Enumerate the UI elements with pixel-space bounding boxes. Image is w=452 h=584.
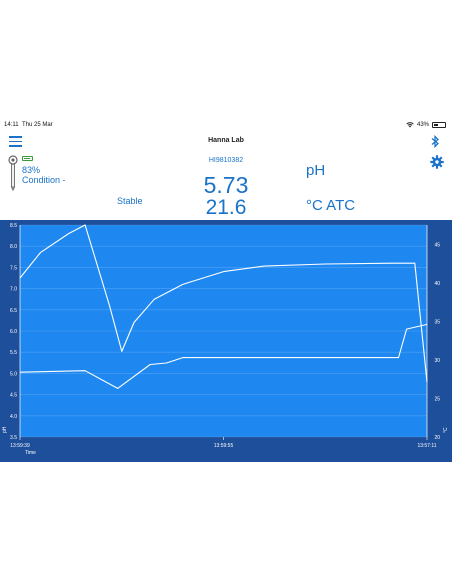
primary-reading-value: 5.73 [203, 172, 249, 198]
left-tick-label: 5.0 [10, 371, 17, 377]
probe-condition: Condition - [22, 175, 66, 185]
x-axis-label: Time [25, 450, 36, 456]
gear-icon[interactable] [430, 155, 444, 169]
stability-status: Stable [117, 196, 143, 206]
status-time: 14:11 [4, 122, 19, 128]
probe-battery-percent: 83% [22, 165, 41, 175]
right-axis-label: °C [443, 427, 449, 433]
primary-reading-unit: pH [306, 162, 326, 179]
right-tick-label: 35 [434, 319, 440, 325]
temperature-series-line [19, 323, 428, 389]
left-tick-label: 7.5 [10, 265, 17, 271]
left-tick-label: 8.5 [10, 223, 17, 229]
left-tick-label: 4.0 [10, 414, 17, 420]
right-tick-label: 20 [434, 435, 440, 441]
left-tick-label: 4.5 [10, 393, 17, 399]
probe-battery-fill [24, 158, 30, 159]
bluetooth-icon[interactable] [430, 135, 440, 148]
left-axis-label: pH [2, 426, 8, 433]
measurement-chart[interactable]: 8.5 8.0 7.5 7.0 6.5 6.0 5.5 5.0 4.5 4.0 3.5 45 40 35 3… [0, 220, 452, 462]
app-title: Hanna Lab [208, 137, 244, 144]
left-tick-label: 8.0 [10, 244, 17, 250]
x-tick-label: 13:59:55 [214, 443, 234, 449]
wifi-icon [406, 122, 414, 128]
left-tick-label: 5.5 [10, 350, 17, 356]
left-tick-label: 3.5 [10, 435, 17, 441]
left-tick-label: 6.5 [10, 308, 17, 314]
probe-battery-icon [22, 156, 33, 161]
status-bar: 14:11 Thu 25 Mar 43% [0, 118, 452, 132]
right-tick-label: 25 [434, 396, 440, 402]
navigation-bar: Hanna Lab [0, 132, 452, 152]
battery-percent-text: 43% [416, 122, 429, 128]
secondary-reading-value: 21.6 [205, 196, 247, 219]
status-right: 43% [406, 122, 446, 128]
secondary-reading-unit: °C ATC [306, 197, 356, 214]
battery-icon [432, 122, 446, 128]
x-tick-label: 13:59:39 [10, 443, 30, 449]
status-date: Thu 25 Mar [22, 122, 53, 128]
battery-fill [434, 124, 439, 126]
x-tick-label: 13:57:11 [417, 443, 436, 449]
ph-series-line [19, 224, 428, 382]
menu-icon[interactable] [9, 136, 22, 147]
left-tick-label: 7.0 [10, 287, 17, 293]
plot-area [20, 225, 427, 437]
probe-icon [8, 155, 18, 191]
probe-model: HI9810382 [208, 157, 244, 164]
right-tick-label: 45 [434, 242, 440, 248]
right-tick-label: 30 [434, 358, 440, 364]
right-tick-label: 40 [434, 281, 440, 287]
left-tick-label: 6.0 [10, 329, 17, 335]
